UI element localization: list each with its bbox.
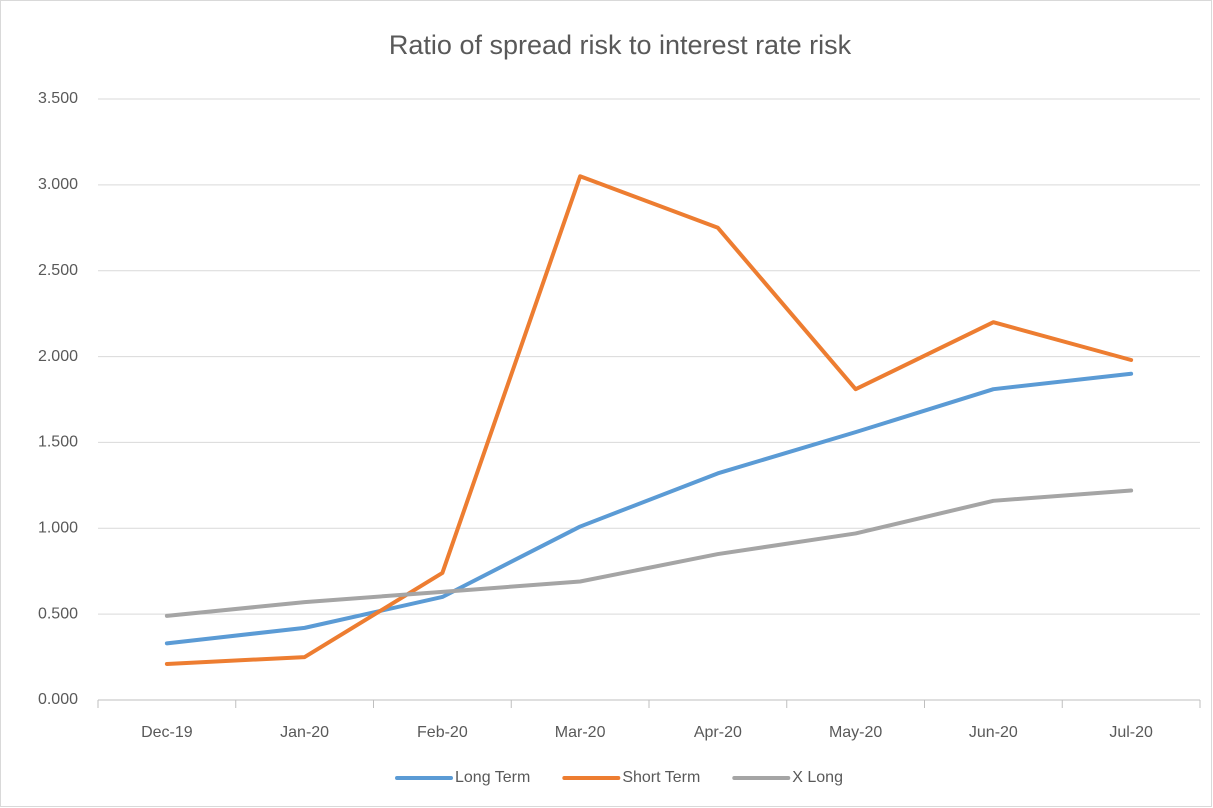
legend-label: Short Term	[622, 769, 700, 786]
x-tick-label: Apr-20	[694, 724, 742, 741]
y-tick-label: 0.500	[38, 605, 78, 622]
x-tick-label: Mar-20	[555, 724, 606, 741]
x-tick-label: Jul-20	[1109, 724, 1153, 741]
x-tick-label: Feb-20	[417, 724, 468, 741]
y-tick-label: 3.500	[38, 90, 78, 107]
y-tick-label: 3.000	[38, 176, 78, 193]
y-tick-label: 0.000	[38, 691, 78, 708]
series-line	[164, 488, 1134, 618]
y-tick-label: 2.500	[38, 262, 78, 279]
legend-label: X Long	[792, 769, 843, 786]
chart-title: Ratio of spread risk to interest rate ri…	[389, 30, 852, 60]
x-tick-label: May-20	[829, 724, 882, 741]
x-tick-label: Dec-19	[141, 724, 193, 741]
y-tick-label: 1.500	[38, 434, 78, 451]
y-tick-label: 2.000	[38, 348, 78, 365]
x-tick-label: Jan-20	[280, 724, 329, 741]
x-tick-label: Jun-20	[969, 724, 1018, 741]
y-tick-label: 1.000	[38, 520, 78, 537]
legend-label: Long Term	[455, 769, 530, 786]
series-line	[164, 371, 1134, 646]
series-line	[164, 174, 1134, 666]
